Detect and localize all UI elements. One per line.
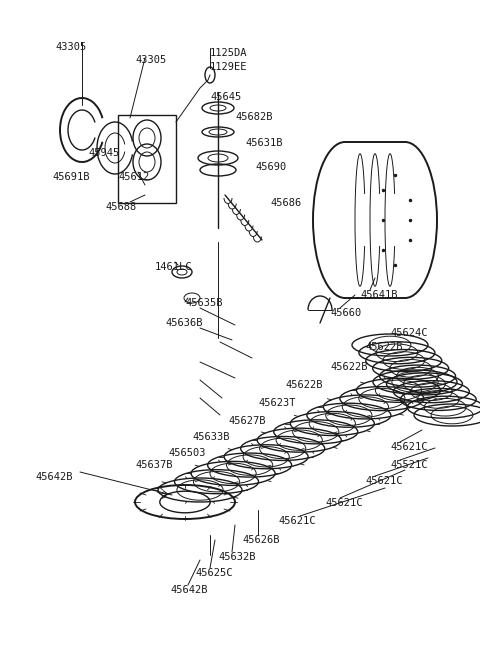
Text: 45621C: 45621C	[325, 498, 362, 508]
Text: 45622B: 45622B	[330, 362, 368, 372]
Text: 45642B: 45642B	[35, 472, 72, 482]
Text: 45622B: 45622B	[365, 342, 403, 352]
Text: 43305: 43305	[135, 55, 166, 65]
Text: 45691B: 45691B	[52, 172, 89, 182]
Text: 43305: 43305	[55, 42, 86, 52]
Text: 45631B: 45631B	[245, 138, 283, 148]
Text: 45635B: 45635B	[185, 298, 223, 308]
Text: 45623T: 45623T	[258, 398, 296, 408]
Text: 45624C: 45624C	[390, 328, 428, 338]
Text: 45626B: 45626B	[242, 535, 279, 545]
Text: 45642B: 45642B	[170, 585, 207, 595]
Text: 45622B: 45622B	[285, 380, 323, 390]
Text: 45621C: 45621C	[278, 516, 315, 526]
Text: 1125DA: 1125DA	[210, 48, 248, 58]
Bar	[118, 115, 176, 203]
Text: 45633B: 45633B	[192, 432, 229, 442]
Text: 45645: 45645	[210, 92, 241, 102]
Text: 45632B: 45632B	[218, 552, 255, 562]
Text: 456503: 456503	[168, 448, 205, 458]
Text: 45641B: 45641B	[360, 290, 397, 300]
Text: 45686: 45686	[270, 198, 301, 208]
Text: 45945: 45945	[88, 148, 119, 158]
Text: 45621C: 45621C	[390, 442, 428, 452]
Text: 45682B: 45682B	[235, 112, 273, 122]
Text: 45627B: 45627B	[228, 416, 265, 426]
Text: 45621C: 45621C	[365, 476, 403, 486]
Text: 45690: 45690	[255, 162, 286, 172]
Text: 45612: 45612	[118, 172, 149, 182]
Text: 45625C: 45625C	[195, 568, 232, 578]
Text: 45521C: 45521C	[390, 460, 428, 470]
Text: 45637B: 45637B	[135, 460, 172, 470]
Text: 45688: 45688	[105, 202, 136, 212]
Text: 45636B: 45636B	[165, 318, 203, 328]
Text: 45660: 45660	[330, 308, 361, 318]
Text: 1461LC: 1461LC	[155, 262, 192, 272]
Text: 1129EE: 1129EE	[210, 62, 248, 72]
